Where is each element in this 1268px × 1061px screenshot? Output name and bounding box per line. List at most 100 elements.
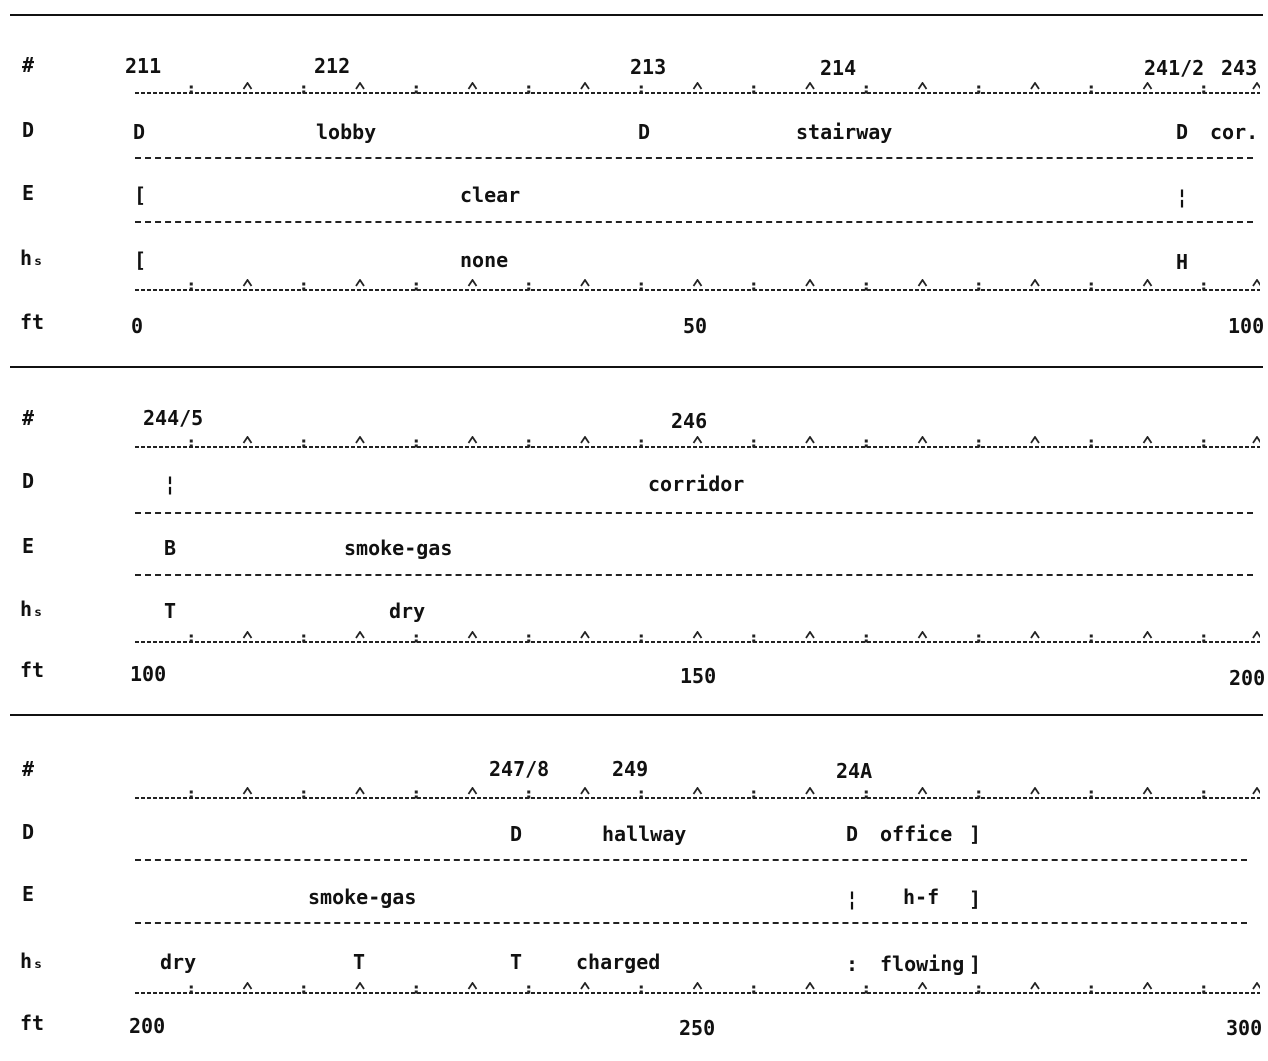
ruler-colon-mark bbox=[977, 990, 981, 994]
ruler-colon-mark bbox=[1089, 85, 1093, 89]
scale-ruler bbox=[135, 436, 1260, 450]
ruler-caret-mark bbox=[580, 436, 590, 444]
scale-ruler bbox=[135, 787, 1260, 801]
ruler-colon-mark bbox=[864, 634, 868, 638]
ruler-colon-mark bbox=[1089, 795, 1093, 799]
ruler-colon-mark bbox=[752, 287, 756, 291]
e-state: smoke-gas bbox=[344, 536, 453, 560]
ruler-caret-mark bbox=[1142, 982, 1153, 990]
ruler-colon-mark bbox=[414, 985, 418, 989]
ruler-colon-mark bbox=[1202, 795, 1206, 799]
ft-tick: 150 bbox=[680, 664, 717, 688]
ruler-caret-mark bbox=[355, 82, 365, 90]
d-marker: ¦ bbox=[164, 472, 177, 496]
section-divider-1 bbox=[10, 366, 1263, 368]
ruler-caret-mark bbox=[692, 787, 703, 795]
ruler-colon-mark bbox=[527, 90, 531, 94]
ruler-colon-mark bbox=[527, 639, 531, 643]
ruler-colon-mark bbox=[189, 985, 193, 989]
h-marker: T bbox=[164, 599, 177, 623]
row-label-ft: ft bbox=[20, 1011, 45, 1035]
scale-ruler bbox=[135, 982, 1260, 996]
ft-tick: 300 bbox=[1226, 1016, 1263, 1040]
ruler-caret-mark bbox=[917, 279, 928, 287]
ft-tick: 50 bbox=[683, 314, 708, 338]
ruler-caret-mark bbox=[1030, 787, 1040, 795]
row-separator bbox=[135, 859, 1247, 861]
ruler-caret-mark bbox=[805, 436, 815, 444]
ruler-colon-mark bbox=[752, 795, 756, 799]
ruler-colon-mark bbox=[1202, 85, 1206, 89]
ruler-caret-mark bbox=[1030, 82, 1040, 90]
ruler-colon-mark bbox=[864, 282, 868, 286]
ruler-caret-mark bbox=[242, 631, 253, 639]
ruler-caret-mark bbox=[580, 631, 590, 639]
ruler-colon-mark bbox=[189, 90, 193, 94]
ruler-colon-mark bbox=[189, 639, 193, 643]
ruler-colon-mark bbox=[639, 90, 643, 94]
ruler-caret-mark bbox=[242, 82, 253, 90]
row-label-h: hₛ bbox=[20, 949, 45, 973]
row-label-ft: ft bbox=[20, 658, 45, 682]
ruler-colon-mark bbox=[527, 287, 531, 291]
ruler-caret-mark bbox=[1142, 436, 1153, 444]
ruler-colon-mark bbox=[1202, 444, 1206, 448]
d-location: cor. bbox=[1210, 120, 1259, 144]
row-label-ft: ft bbox=[20, 310, 45, 334]
ruler-colon-mark bbox=[977, 439, 981, 443]
h-marker: : bbox=[846, 952, 859, 976]
ruler-caret-mark bbox=[1252, 982, 1260, 990]
ruler-colon-mark bbox=[302, 985, 306, 989]
ruler-caret-mark bbox=[242, 787, 253, 795]
ruler-colon-mark bbox=[752, 90, 756, 94]
ruler-colon-mark bbox=[1202, 790, 1206, 794]
ruler-caret-mark bbox=[917, 631, 928, 639]
ruler-caret-mark bbox=[1252, 631, 1260, 639]
ruler-caret-mark bbox=[1142, 279, 1153, 287]
ruler-colon-mark bbox=[302, 795, 306, 799]
ruler-colon-mark bbox=[977, 790, 981, 794]
row-label-d: D bbox=[22, 118, 35, 142]
ruler-caret-mark bbox=[805, 279, 815, 287]
ruler-colon-mark bbox=[302, 282, 306, 286]
ft-tick: 250 bbox=[679, 1016, 716, 1040]
ruler-colon-mark bbox=[302, 444, 306, 448]
ruler-caret-mark bbox=[467, 631, 478, 639]
room-number: 211 bbox=[125, 54, 162, 78]
ruler-caret-mark bbox=[355, 436, 365, 444]
h-state: flowing bbox=[880, 952, 965, 976]
row-label-e: E bbox=[22, 882, 35, 906]
d-marker: D bbox=[846, 822, 859, 846]
ruler-colon-mark bbox=[639, 439, 643, 443]
row-label-d: D bbox=[22, 469, 35, 493]
ruler-colon-mark bbox=[189, 439, 193, 443]
ruler-colon-mark bbox=[414, 439, 418, 443]
e-state: h-f bbox=[903, 885, 940, 909]
ruler-colon-mark bbox=[864, 90, 868, 94]
ruler-colon-mark bbox=[1089, 634, 1093, 638]
ruler-colon-mark bbox=[1089, 639, 1093, 643]
ruler-caret-mark bbox=[467, 787, 478, 795]
room-number: 213 bbox=[630, 55, 667, 79]
ruler-colon-mark bbox=[414, 790, 418, 794]
ruler-colon-mark bbox=[1202, 639, 1206, 643]
ft-tick: 100 bbox=[130, 662, 167, 686]
room-number: 243 bbox=[1221, 56, 1258, 80]
scale-ruler bbox=[135, 631, 1260, 645]
ruler-caret-mark bbox=[917, 787, 928, 795]
ruler-colon-mark bbox=[1202, 90, 1206, 94]
ruler-colon-mark bbox=[639, 985, 643, 989]
room-number: 241/2 bbox=[1144, 56, 1205, 80]
ruler-colon-mark bbox=[864, 85, 868, 89]
ruler-colon-mark bbox=[414, 990, 418, 994]
ruler-colon-mark bbox=[189, 287, 193, 291]
ruler-colon-mark bbox=[1089, 90, 1093, 94]
ruler-colon-mark bbox=[189, 790, 193, 794]
ruler-colon-mark bbox=[527, 85, 531, 89]
d-marker: D bbox=[510, 822, 523, 846]
ruler-colon-mark bbox=[1202, 282, 1206, 286]
d-location: corridor bbox=[648, 472, 745, 496]
ruler-caret-mark bbox=[242, 279, 253, 287]
ruler-colon-mark bbox=[864, 790, 868, 794]
ruler-caret-mark bbox=[580, 787, 590, 795]
